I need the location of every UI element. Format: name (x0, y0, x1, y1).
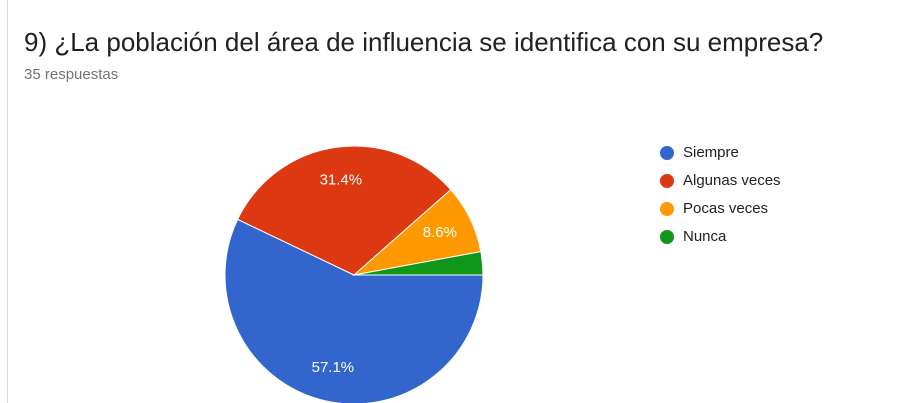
slice-label: 31.4% (320, 171, 363, 188)
pie-slice (236, 145, 452, 276)
legend-label: Pocas veces (683, 200, 768, 217)
legend-label: Siempre (683, 144, 739, 161)
slice-label: 8.6% (423, 224, 457, 241)
slice-label: 57.1% (312, 359, 355, 376)
legend-label: Algunas veces (683, 172, 781, 189)
pie-slice (353, 251, 484, 276)
chart-title: 9) ¿La población del área de influencia … (24, 27, 823, 57)
legend-swatch (660, 202, 674, 216)
legend-swatch (660, 146, 674, 160)
pie-slice (224, 218, 484, 403)
chart-subtitle: 35 respuestas (24, 66, 118, 83)
legend-label: Nunca (683, 228, 727, 245)
legend-swatch (660, 230, 674, 244)
legend-swatch (660, 174, 674, 188)
